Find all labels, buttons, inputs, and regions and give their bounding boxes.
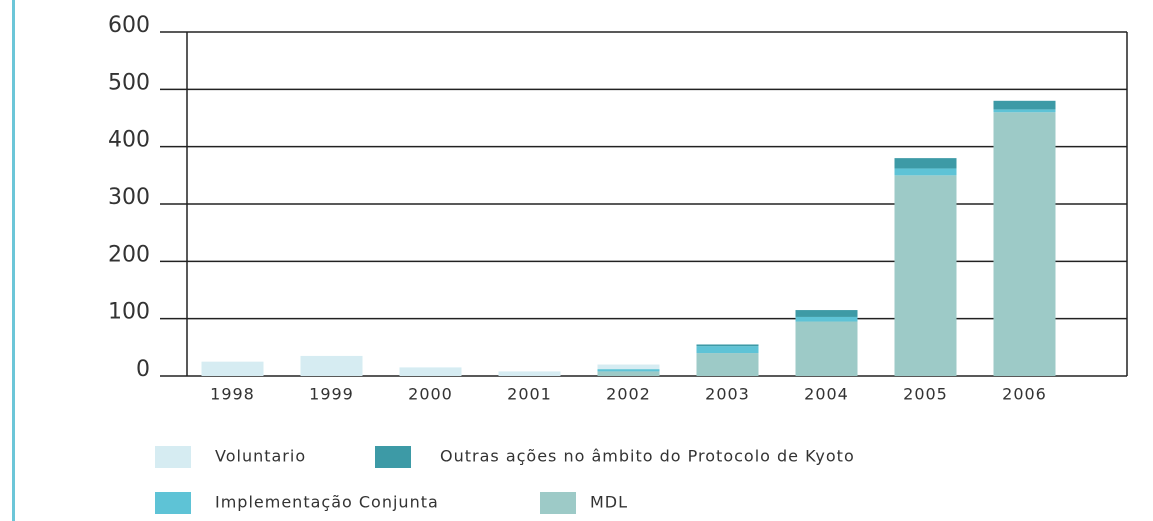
x-tick-label: 1998 [210,385,255,404]
y-tick-label: 100 [108,300,150,325]
y-tick-label: 0 [136,357,150,382]
legend-label: MDL [590,493,628,512]
bar-segment [696,344,759,347]
bar-segment [696,353,759,376]
y-tick-label: 300 [108,185,150,210]
side-rule [12,0,15,521]
y-tick-label: 400 [108,128,150,153]
legend-label: Outras ações no âmbito do Protocolo de K… [440,447,855,466]
legend-label: Voluntario [215,447,306,466]
bar-segment [498,371,561,376]
x-tick-label: 2006 [1002,385,1047,404]
bar-segment [894,158,957,169]
x-tick-label: 2002 [606,385,651,404]
bar-segment [894,175,957,376]
x-tick-label: 2001 [507,385,552,404]
bar-segment [993,100,1056,110]
x-tick-label: 1999 [309,385,354,404]
legend-swatch [540,492,576,514]
legend-swatch [155,446,191,468]
legend-swatch [375,446,411,468]
x-tick-label: 2000 [408,385,453,404]
y-tick-label: 500 [108,70,150,95]
bar-segment [597,364,660,370]
bar-segment [597,371,660,376]
legend-swatch [155,492,191,514]
bar-segment [993,109,1056,113]
x-tick-label: 2004 [804,385,849,404]
x-tick-label: 2003 [705,385,750,404]
y-tick-label: 200 [108,242,150,267]
bar-segment [300,355,363,376]
bar-segment [993,112,1056,377]
bar-segment [597,369,660,372]
x-tick-label: 2005 [903,385,948,404]
bar-segment [795,310,858,317]
bar-segment [894,168,957,176]
bar-segment [696,346,759,354]
bar-segment [795,316,858,322]
bar-segment [201,361,264,376]
y-tick-label: 600 [108,13,150,38]
legend-label: Implementação Conjunta [215,493,439,512]
bar-segment [399,367,462,376]
bar-segment [795,321,858,376]
